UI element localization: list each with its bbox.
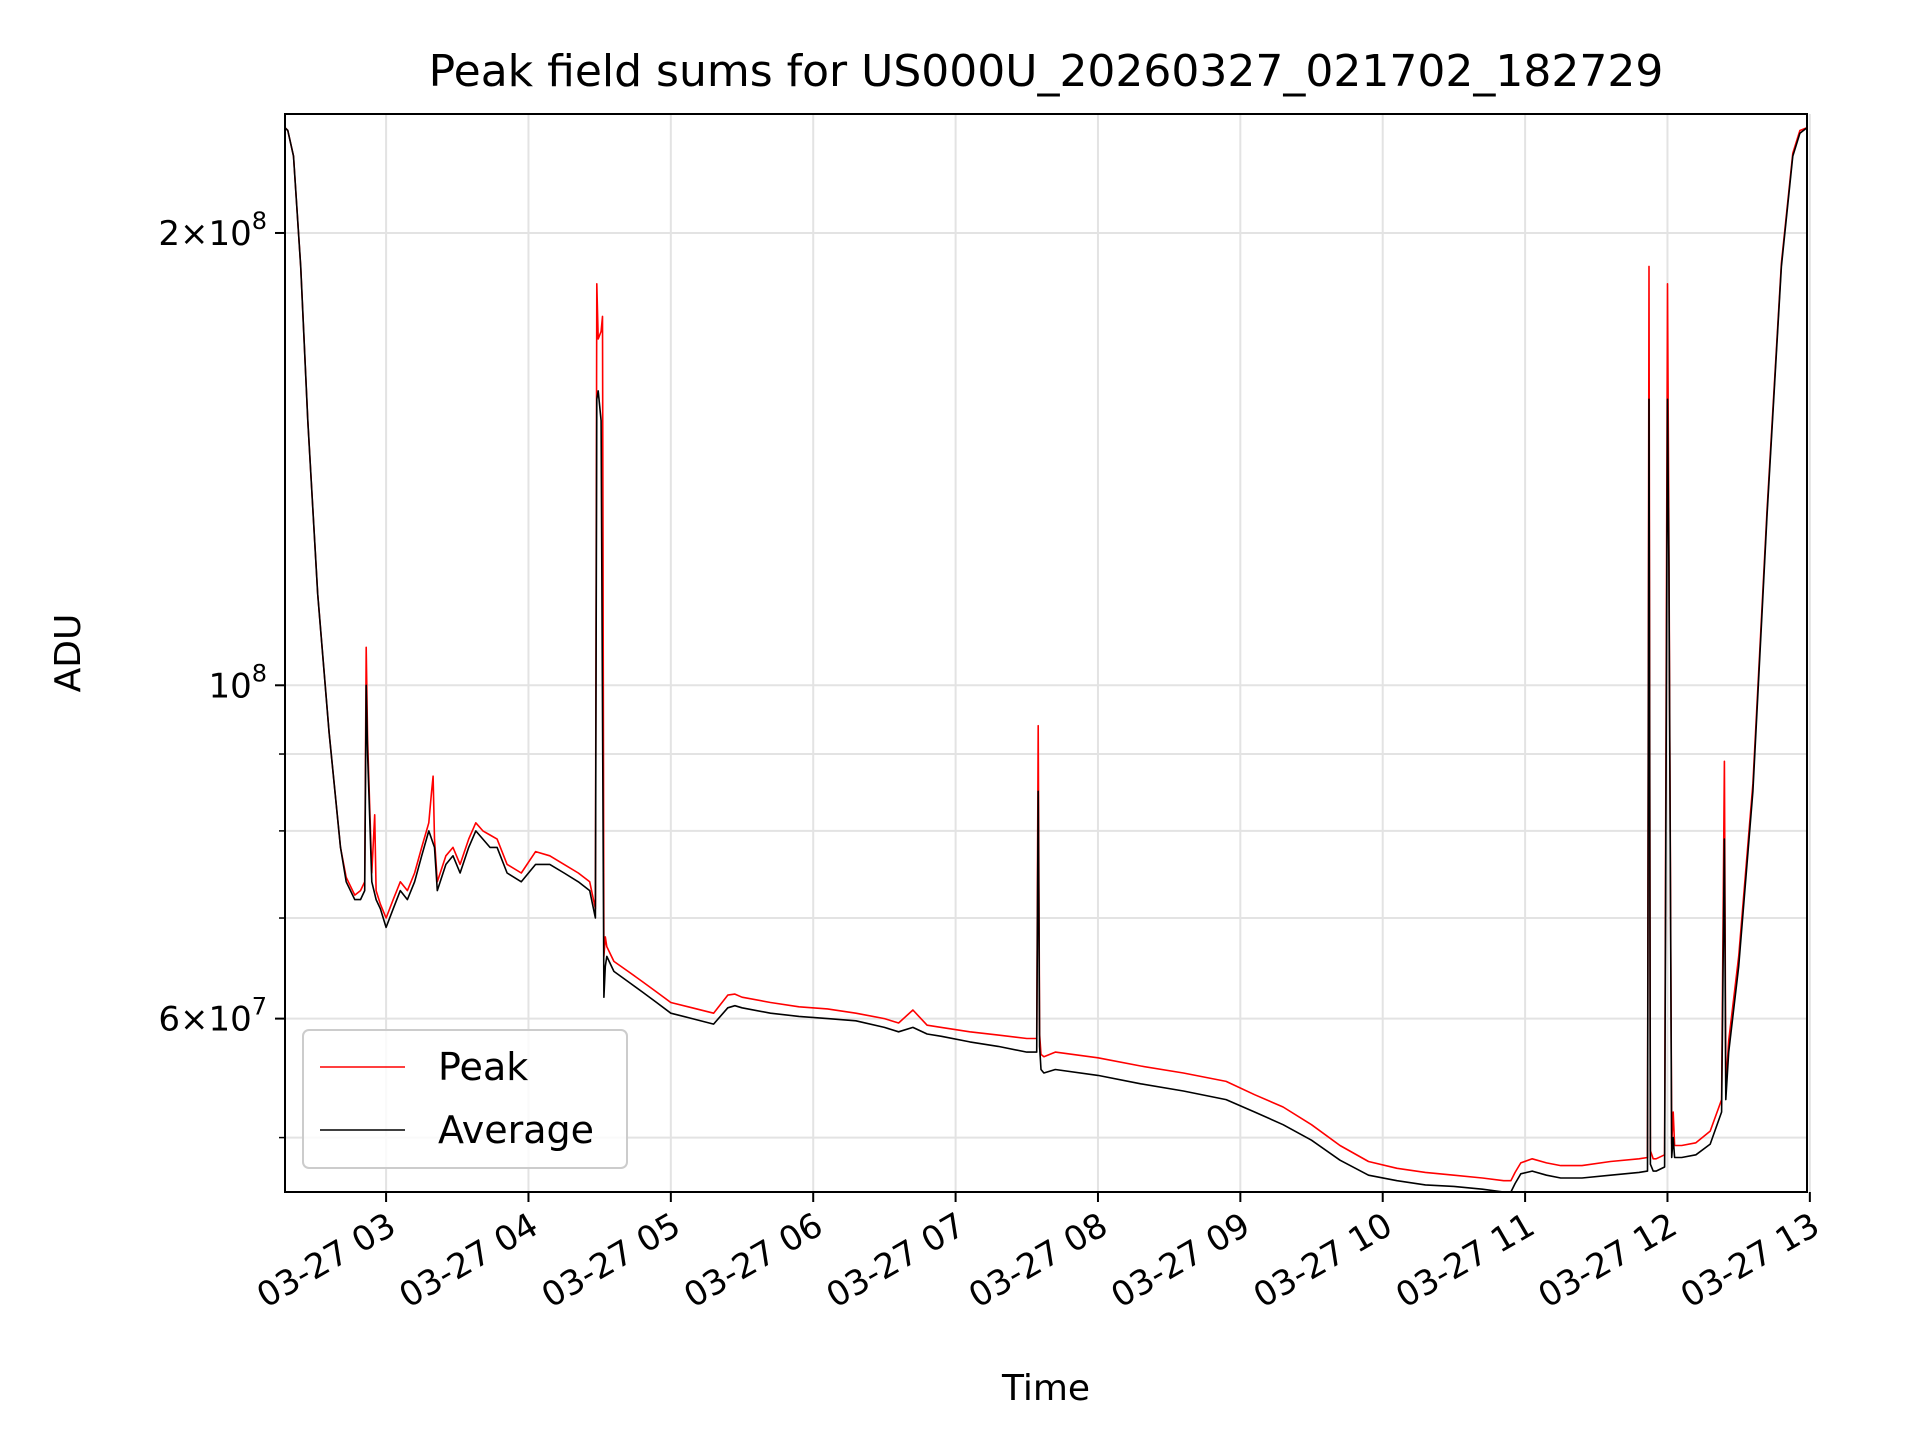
x-tick-label: 03-27 10 xyxy=(1247,1205,1399,1316)
x-tick-label: 03-27 07 xyxy=(820,1205,972,1316)
series-line-average xyxy=(284,127,1808,1193)
y-tick-label-base: 2×10 xyxy=(158,214,251,254)
legend-label-peak: Peak xyxy=(438,1045,528,1089)
y-tick-label-exponent: 7 xyxy=(252,993,267,1021)
plot-frame xyxy=(284,113,1808,1193)
x-tick-label: 03-27 08 xyxy=(962,1205,1114,1316)
x-tick-label: 03-27 11 xyxy=(1389,1205,1541,1316)
x-tick-label: 03-27 03 xyxy=(250,1205,402,1316)
y-tick-label: 6×107 xyxy=(158,993,267,1040)
x-tick-label: 03-27 09 xyxy=(1104,1205,1256,1316)
x-tick-label: 03-27 04 xyxy=(393,1205,545,1316)
legend-label-average: Average xyxy=(438,1108,594,1152)
y-tick-label-exponent: 8 xyxy=(252,659,267,687)
series-line-peak xyxy=(284,126,1808,1182)
y-axis-label: ADU xyxy=(48,614,89,693)
x-tick-label: 03-27 13 xyxy=(1674,1205,1826,1316)
y-tick-label-base: 6×10 xyxy=(158,1000,251,1040)
y-tick-label-base: 10 xyxy=(208,666,251,706)
x-tick-label: 03-27 06 xyxy=(677,1205,829,1316)
x-axis-label: Time xyxy=(1001,1368,1090,1409)
legend: Peak Average xyxy=(302,1029,628,1169)
y-tick-label-exponent: 8 xyxy=(252,207,267,235)
legend-box xyxy=(302,1029,628,1169)
x-tick-label: 03-27 05 xyxy=(535,1205,687,1316)
chart-title: Peak field sums for US000U_20260327_0217… xyxy=(429,46,1664,97)
y-tick-label: 2×108 xyxy=(158,207,267,254)
x-tick-label: 03-27 12 xyxy=(1532,1205,1684,1316)
y-tick-label: 108 xyxy=(208,659,267,706)
series-layer xyxy=(284,126,1808,1193)
